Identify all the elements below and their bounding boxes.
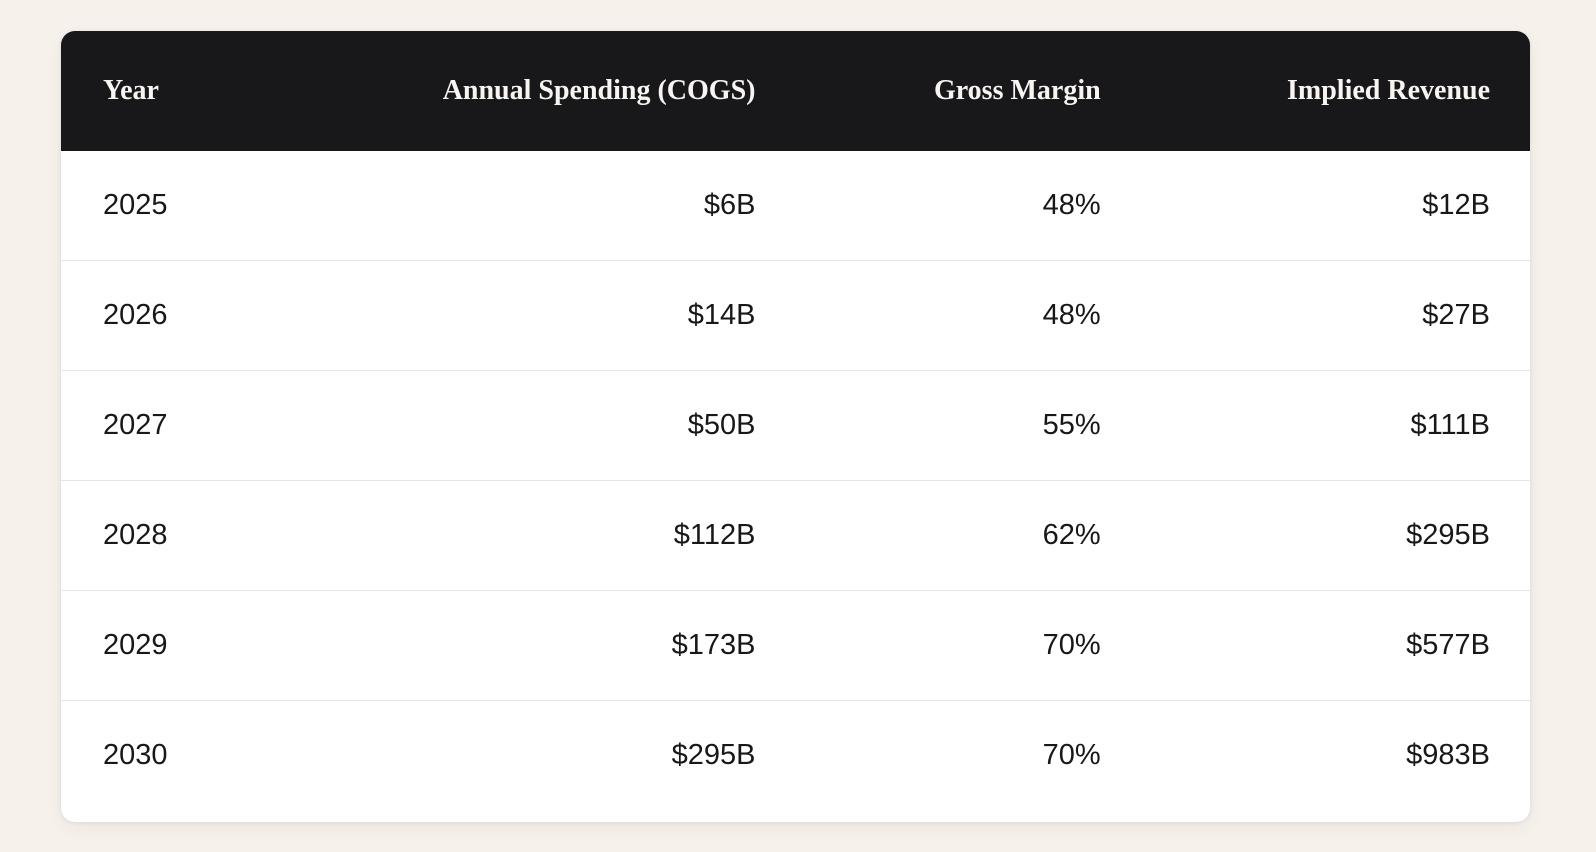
- table-row: 2025 $6B 48% $12B: [61, 151, 1530, 261]
- cell-gross-margin: 70%: [1042, 739, 1101, 771]
- table-row: 2030 $295B 70% $983B: [61, 701, 1530, 811]
- cell-annual-spending-cogs: $50B: [310, 370, 796, 481]
- cell-gross-margin: 48%: [795, 260, 1141, 371]
- column-header-annual-spending-cogs: Annual Spending (COGS): [310, 31, 796, 151]
- cell-annual-spending-cogs: $14B: [310, 260, 796, 371]
- table-header-row: Year Annual Spending (COGS) Gross Margin Im…: [61, 31, 1530, 151]
- cell-implied-revenue: $27B: [1140, 260, 1530, 371]
- column-header-year: Year: [61, 31, 311, 151]
- cell-year: 2026: [61, 260, 311, 371]
- table-row: 2026 $14B 48% $27B: [61, 260, 1530, 371]
- cell-annual-spending-cogs: $173B: [310, 590, 796, 701]
- cell-year: 2030: [103, 739, 168, 771]
- cell-annual-spending-cogs: $6B: [310, 151, 796, 261]
- cell-year: 2025: [61, 151, 311, 261]
- table-row: 2029 $173B 70% $577B: [61, 590, 1530, 701]
- cell-gross-margin: 55%: [795, 370, 1141, 481]
- cell-implied-revenue: $12B: [1140, 151, 1530, 261]
- cell-implied-revenue: $295B: [1140, 480, 1530, 591]
- cell-annual-spending-cogs: $295B: [671, 739, 756, 771]
- cell-implied-revenue: $577B: [1140, 590, 1530, 701]
- cell-year: 2029: [61, 590, 311, 701]
- table-card: Year Annual Spending (COGS) Gross Margin Im…: [61, 31, 1530, 822]
- table-row: 2028 $112B 62% $295B: [61, 480, 1530, 591]
- cell-implied-revenue: $111B: [1140, 370, 1530, 481]
- data-table: Year Annual Spending (COGS) Gross Margin Im…: [61, 31, 1530, 810]
- cell-implied-revenue: $983B: [1406, 739, 1490, 771]
- cell-year: 2028: [61, 480, 311, 591]
- column-header-implied-revenue: Implied Revenue: [1140, 31, 1530, 151]
- cell-annual-spending-cogs: $112B: [310, 480, 796, 591]
- cell-year: 2027: [61, 370, 311, 481]
- table-row: 2027 $50B 55% $111B: [61, 370, 1530, 481]
- cell-gross-margin: 62%: [795, 480, 1141, 591]
- column-header-gross-margin: Gross Margin: [795, 31, 1141, 151]
- cell-gross-margin: 48%: [795, 151, 1141, 261]
- cell-gross-margin: 70%: [795, 590, 1141, 701]
